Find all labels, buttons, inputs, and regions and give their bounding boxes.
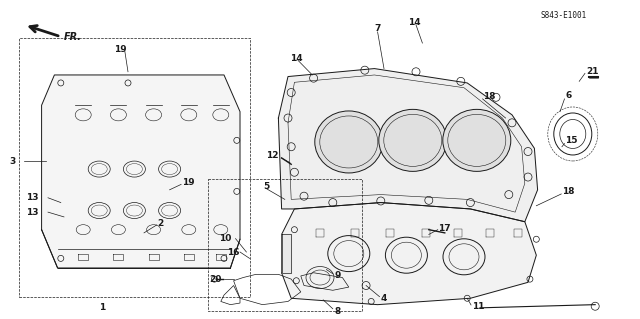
Polygon shape bbox=[42, 75, 240, 268]
Text: S843-E1001: S843-E1001 bbox=[540, 11, 586, 20]
Text: FR.: FR. bbox=[64, 32, 82, 42]
Text: 5: 5 bbox=[264, 182, 270, 191]
Text: 15: 15 bbox=[565, 136, 578, 145]
Polygon shape bbox=[282, 203, 536, 305]
Text: 4: 4 bbox=[381, 294, 387, 303]
Text: 18: 18 bbox=[562, 187, 575, 196]
Text: 1: 1 bbox=[99, 303, 106, 312]
Text: 19: 19 bbox=[114, 45, 127, 54]
Text: 10: 10 bbox=[220, 234, 232, 243]
Ellipse shape bbox=[379, 109, 447, 171]
Text: 17: 17 bbox=[438, 224, 451, 233]
Text: 14: 14 bbox=[408, 18, 421, 27]
Text: 9: 9 bbox=[334, 271, 340, 280]
Text: 20: 20 bbox=[209, 275, 221, 284]
Text: 8: 8 bbox=[335, 307, 341, 315]
Text: 12: 12 bbox=[266, 151, 278, 160]
Text: 7: 7 bbox=[374, 24, 381, 33]
Text: 19: 19 bbox=[182, 178, 195, 187]
Polygon shape bbox=[282, 234, 291, 273]
Text: 16: 16 bbox=[227, 248, 239, 256]
Ellipse shape bbox=[315, 111, 383, 173]
Ellipse shape bbox=[443, 109, 511, 171]
Text: 21: 21 bbox=[586, 67, 599, 76]
Polygon shape bbox=[278, 69, 538, 222]
Text: 14: 14 bbox=[290, 54, 303, 63]
Text: 13: 13 bbox=[26, 208, 38, 217]
Text: 3: 3 bbox=[10, 157, 16, 166]
Text: 2: 2 bbox=[157, 219, 163, 228]
Text: 13: 13 bbox=[26, 193, 38, 202]
Text: 18: 18 bbox=[483, 92, 496, 101]
Text: 11: 11 bbox=[472, 302, 484, 311]
Text: 6: 6 bbox=[565, 91, 572, 100]
